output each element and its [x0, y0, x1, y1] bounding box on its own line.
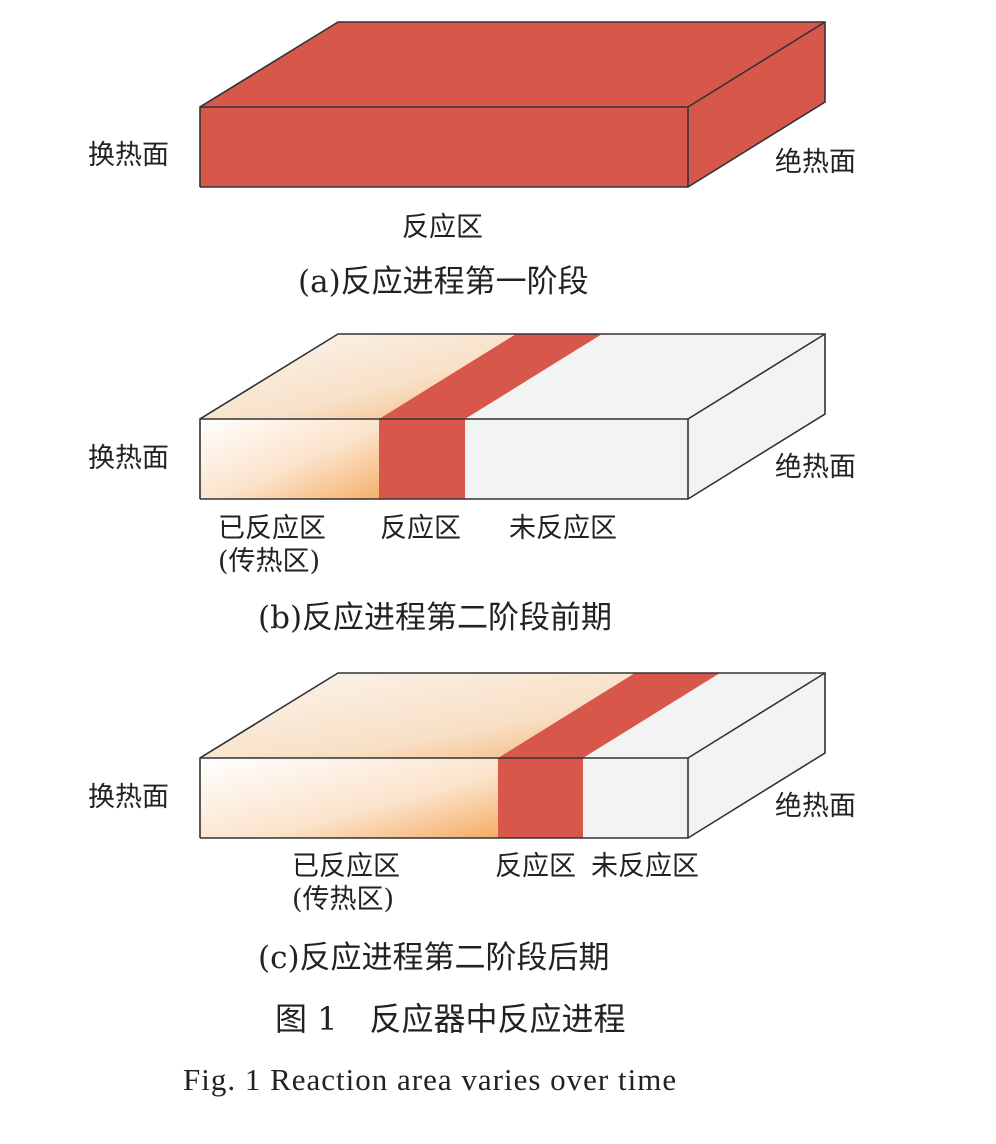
panel-b-heat-exchange-label: 换热面 — [88, 443, 169, 474]
panel-a-caption: (a)反应进程第一阶段 — [298, 264, 589, 300]
panel-a-reaction-zone-label: 反应区 — [402, 212, 483, 243]
panel-b-top-reacted — [200, 334, 516, 419]
panel-a-heat-exchange-label: 换热面 — [88, 140, 169, 171]
panel-c: 换热面 绝热面 已反应区 (传热区) 反应区 未反应区 (c)反应进程第二阶段后… — [88, 672, 856, 976]
panel-c-top-reaction-band — [498, 673, 720, 758]
panel-c-front-reaction-band — [498, 758, 583, 838]
panel-c-front-unreacted — [583, 758, 688, 838]
panel-c-caption: (c)反应进程第二阶段后期 — [258, 940, 610, 976]
panel-c-top-unreacted — [583, 673, 825, 758]
panel-b-front-reacted — [200, 419, 379, 499]
panel-b-side-face — [688, 334, 825, 499]
panel-b-caption: (b)反应进程第二阶段前期 — [258, 600, 612, 636]
panel-a-front-face — [200, 107, 688, 187]
panel-c-reaction-zone-label: 反应区 — [495, 851, 576, 882]
panel-c-unreacted-zone-label: 未反应区 — [591, 851, 699, 882]
panel-c-side-face — [688, 673, 825, 838]
panel-a-box — [199, 21, 826, 188]
panel-c-front-reacted — [200, 758, 498, 838]
figure-title-english: Fig. 1 Reaction area varies over time — [183, 1062, 677, 1097]
panel-c-heat-exchange-label: 换热面 — [88, 782, 169, 813]
panel-b: 换热面 绝热面 已反应区 (传热区) 反应区 未反应区 (b)反应进程第二阶段前… — [88, 333, 856, 636]
panel-b-reacted-zone-label: 已反应区 — [218, 513, 326, 544]
panel-b-top-reaction-band — [379, 334, 602, 419]
panel-a-top-face — [200, 22, 825, 107]
panel-b-reaction-zone-label: 反应区 — [380, 513, 461, 544]
panel-a: 换热面 绝热面 反应区 (a)反应进程第一阶段 — [88, 21, 856, 300]
panel-c-reacted-zone-label: 已反应区 — [292, 851, 400, 882]
panel-b-adiabatic-label: 绝热面 — [775, 452, 856, 483]
panel-a-adiabatic-label: 绝热面 — [775, 147, 856, 178]
panel-b-box — [199, 333, 826, 500]
panel-b-heat-transfer-zone-label: (传热区) — [218, 546, 320, 577]
panel-c-adiabatic-label: 绝热面 — [775, 791, 856, 822]
panel-c-box — [199, 672, 826, 839]
panel-b-front-unreacted — [465, 419, 688, 499]
panel-b-top-unreacted — [465, 334, 825, 419]
panel-a-side-face — [688, 22, 825, 187]
figure-title: 图 1 反应器中反应进程 — [275, 1000, 626, 1038]
panel-b-unreacted-zone-label: 未反应区 — [509, 513, 617, 544]
panel-c-top-reacted — [200, 673, 635, 758]
panel-c-heat-transfer-zone-label: (传热区) — [292, 884, 394, 915]
panel-b-front-reaction-band — [379, 419, 465, 499]
